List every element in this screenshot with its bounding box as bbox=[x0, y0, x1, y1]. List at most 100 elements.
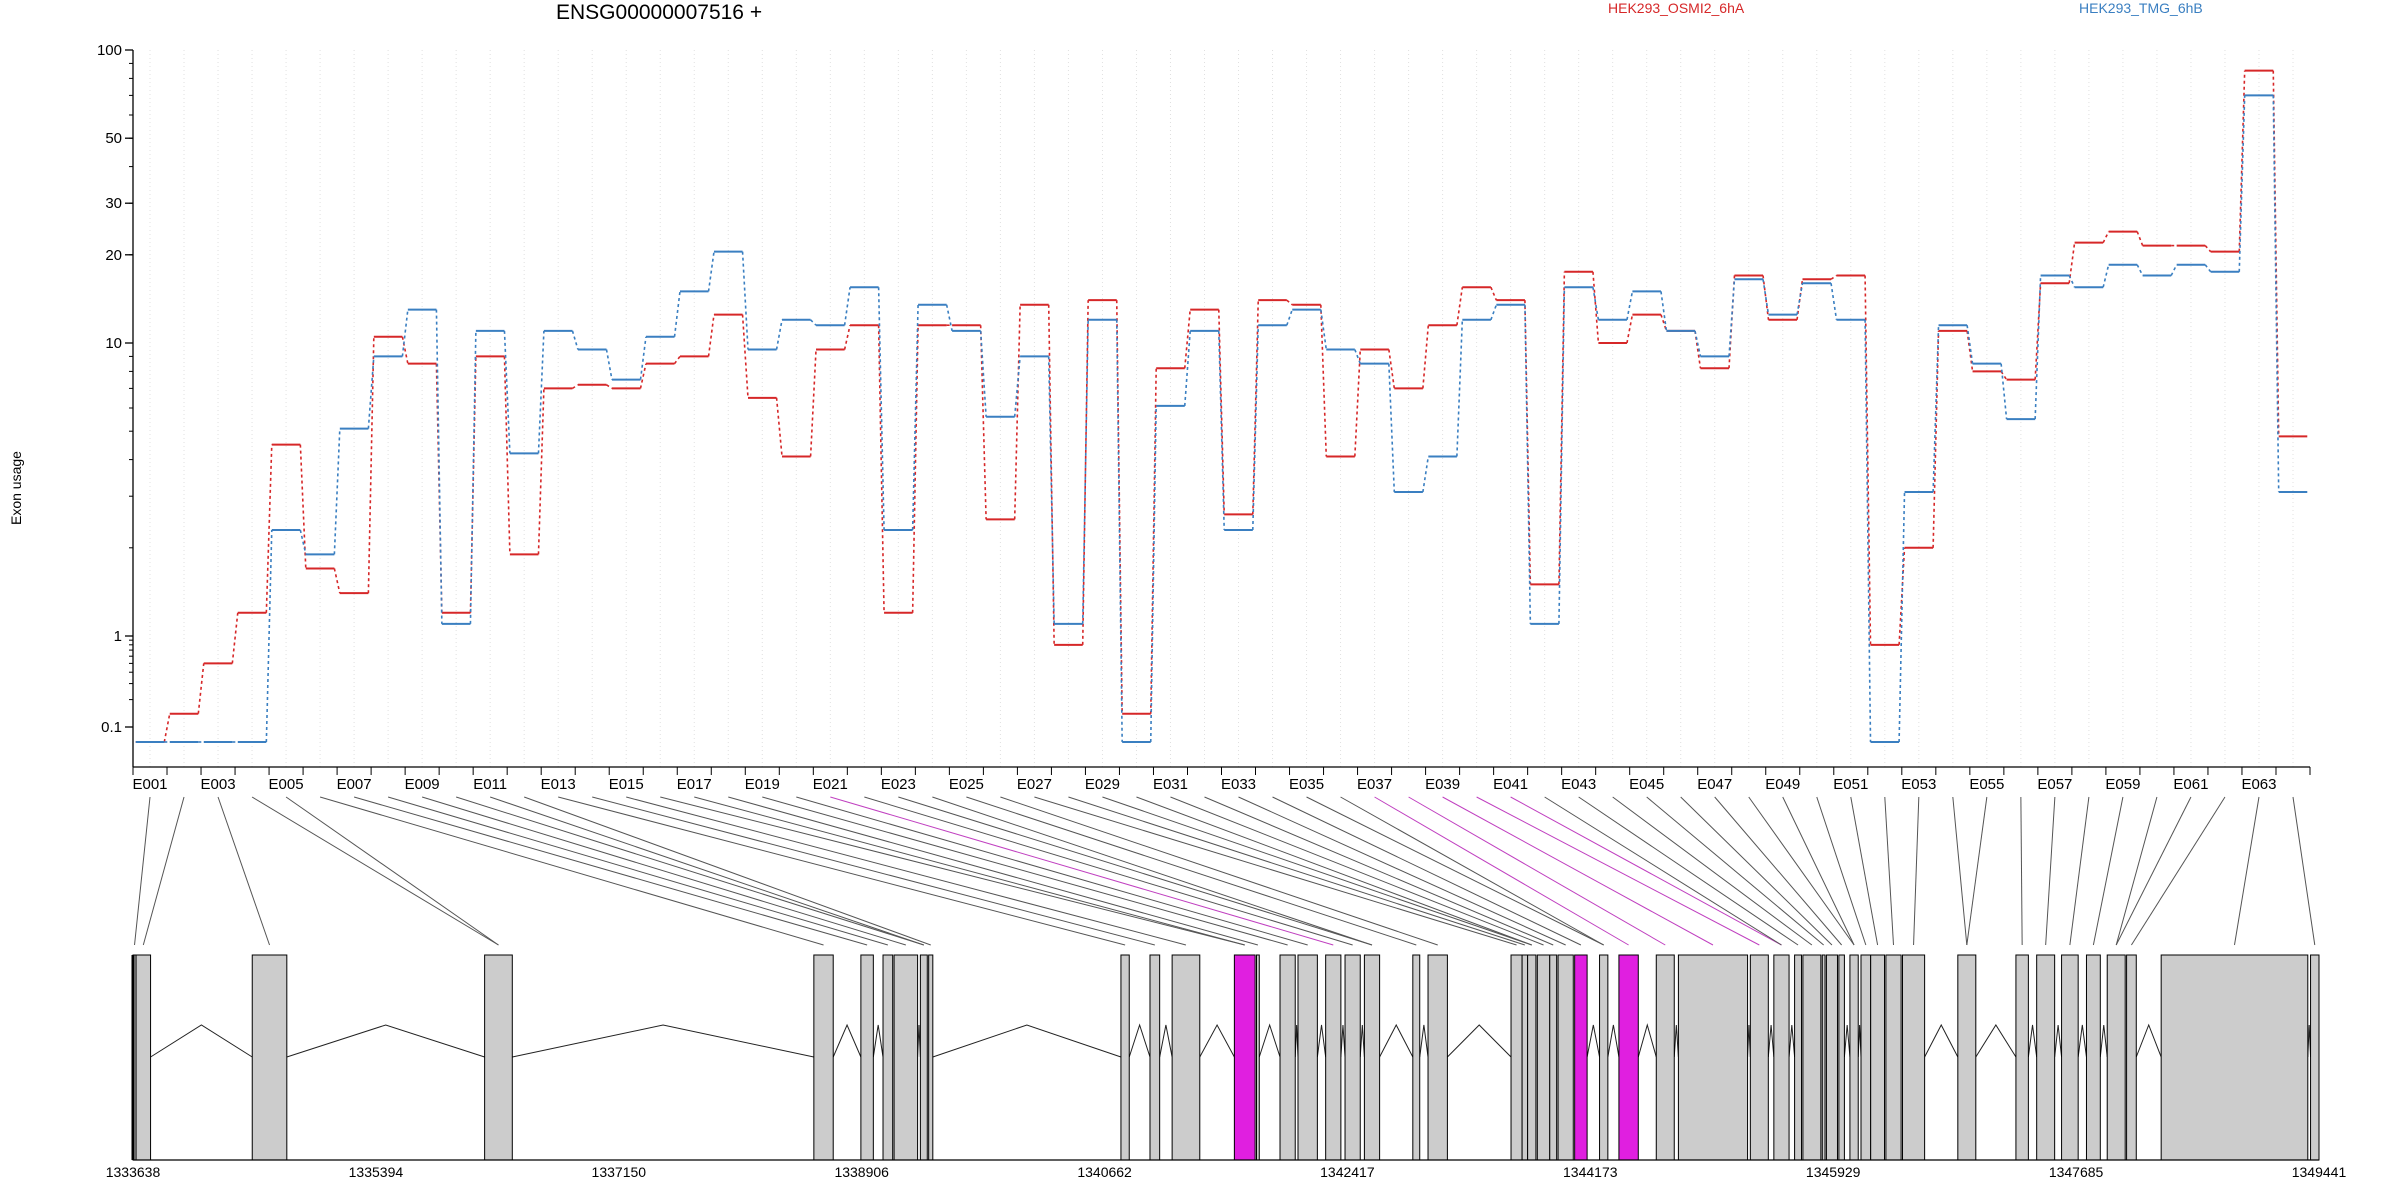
exon-link bbox=[1340, 796, 1604, 946]
series-connector bbox=[1932, 325, 1940, 493]
coord-label: 1347685 bbox=[2049, 1164, 2104, 1180]
x-tick-label: E013 bbox=[541, 776, 576, 793]
x-tick-label: E049 bbox=[1765, 776, 1800, 793]
exon-link bbox=[2115, 796, 2192, 946]
exon-box bbox=[928, 954, 934, 1161]
exon-link bbox=[2069, 796, 2090, 946]
series-connector bbox=[1217, 309, 1226, 515]
y-tick-label: 10 bbox=[105, 335, 122, 352]
exon-link bbox=[1782, 796, 1855, 946]
series-connector bbox=[843, 325, 851, 350]
series-connector bbox=[333, 568, 341, 594]
highlighted-exon bbox=[1233, 954, 1256, 1161]
exon-box bbox=[1171, 954, 1201, 1161]
series-connector bbox=[606, 384, 613, 390]
x-tick-label: E047 bbox=[1697, 776, 1732, 793]
y-tick-label: 20 bbox=[105, 247, 122, 264]
series-connector bbox=[2136, 264, 2144, 276]
series-connector bbox=[1251, 325, 1260, 531]
exon-link bbox=[796, 796, 1308, 946]
series-a bbox=[135, 69, 2308, 743]
exon-box bbox=[1901, 954, 1926, 1161]
intron-line bbox=[1924, 1023, 1959, 1058]
exon-link bbox=[2233, 796, 2260, 946]
exon-box bbox=[1149, 954, 1161, 1161]
series-connector bbox=[741, 314, 749, 398]
exon-box bbox=[135, 954, 152, 1161]
exon-box bbox=[1344, 954, 1361, 1161]
series-connector bbox=[1422, 456, 1430, 493]
series-connector bbox=[605, 349, 613, 380]
intron-line bbox=[1586, 1024, 1601, 1058]
series-connector bbox=[503, 356, 511, 555]
coord-label: 1333638 bbox=[106, 1164, 161, 1180]
exon-link bbox=[524, 796, 931, 946]
exon-link bbox=[830, 796, 1334, 946]
intron-line bbox=[872, 1024, 884, 1058]
series-connector bbox=[1966, 330, 1974, 372]
exon-link bbox=[2115, 796, 2158, 946]
exon-link bbox=[1442, 796, 1714, 946]
series-connector bbox=[2204, 245, 2212, 253]
chart-title: ENSG00000007516 + bbox=[556, 1, 763, 24]
series-connector bbox=[945, 304, 953, 332]
exon-box bbox=[1510, 954, 1523, 1161]
exon-link bbox=[694, 796, 1245, 946]
series-connector bbox=[741, 251, 749, 350]
exon-link bbox=[1612, 796, 1813, 946]
exon-box bbox=[2085, 954, 2101, 1161]
exon-link bbox=[285, 796, 499, 946]
highlighted-exon bbox=[1618, 954, 1639, 1161]
series-connector bbox=[1558, 287, 1566, 624]
series-connector bbox=[435, 309, 443, 624]
series-connector bbox=[503, 330, 511, 454]
exon-box bbox=[1120, 954, 1130, 1161]
series-connector bbox=[1422, 325, 1430, 389]
series-connector bbox=[1660, 291, 1668, 331]
exon-box bbox=[1325, 954, 1342, 1161]
exon-box bbox=[1885, 954, 1902, 1161]
intron-line bbox=[1419, 1024, 1429, 1058]
series-connector bbox=[1898, 492, 1906, 743]
exon-box bbox=[860, 954, 874, 1161]
exon-link bbox=[1952, 796, 1968, 946]
intron-line bbox=[1340, 1024, 1346, 1058]
x-tick-label: E059 bbox=[2105, 776, 2140, 793]
series-connector bbox=[1762, 279, 1770, 315]
exon-link bbox=[1000, 796, 1438, 946]
series-connector bbox=[2068, 275, 2076, 288]
exon-box bbox=[2126, 954, 2137, 1161]
exon-box bbox=[1849, 954, 1859, 1161]
series-connector bbox=[1762, 275, 1770, 320]
series-connector bbox=[1183, 330, 1192, 406]
exon-link bbox=[455, 796, 924, 946]
intron-line bbox=[1359, 1024, 1365, 1058]
exon-box bbox=[1860, 954, 1872, 1161]
coord-label: 1337150 bbox=[592, 1164, 647, 1180]
exon-link bbox=[1204, 796, 1554, 946]
series-connector bbox=[265, 529, 273, 743]
x-tick-label: E053 bbox=[1901, 776, 1936, 793]
exon-link bbox=[1646, 796, 1824, 946]
exon-link bbox=[592, 796, 1155, 946]
x-tick-label: E007 bbox=[337, 776, 372, 793]
intron-line bbox=[512, 1024, 814, 1058]
x-tick-label: E009 bbox=[405, 776, 440, 793]
exon-box bbox=[1749, 954, 1769, 1161]
series-connector bbox=[1320, 309, 1328, 350]
exon-box bbox=[813, 954, 834, 1161]
y-axis: 100 50 30 20 10 1 0.1 bbox=[97, 42, 134, 767]
series-connector bbox=[401, 336, 409, 364]
series-connector bbox=[877, 287, 885, 531]
series-connector bbox=[1456, 287, 1464, 326]
y-tick-label: 50 bbox=[105, 130, 122, 147]
series-connector bbox=[571, 330, 579, 350]
exon-link bbox=[762, 796, 1288, 946]
series-connector bbox=[639, 336, 647, 380]
intron-line bbox=[150, 1024, 253, 1058]
series-connector bbox=[2102, 264, 2110, 288]
highlighted-exon bbox=[1574, 954, 1588, 1161]
series-connector bbox=[299, 529, 307, 555]
intron-line bbox=[2135, 1023, 2162, 1058]
